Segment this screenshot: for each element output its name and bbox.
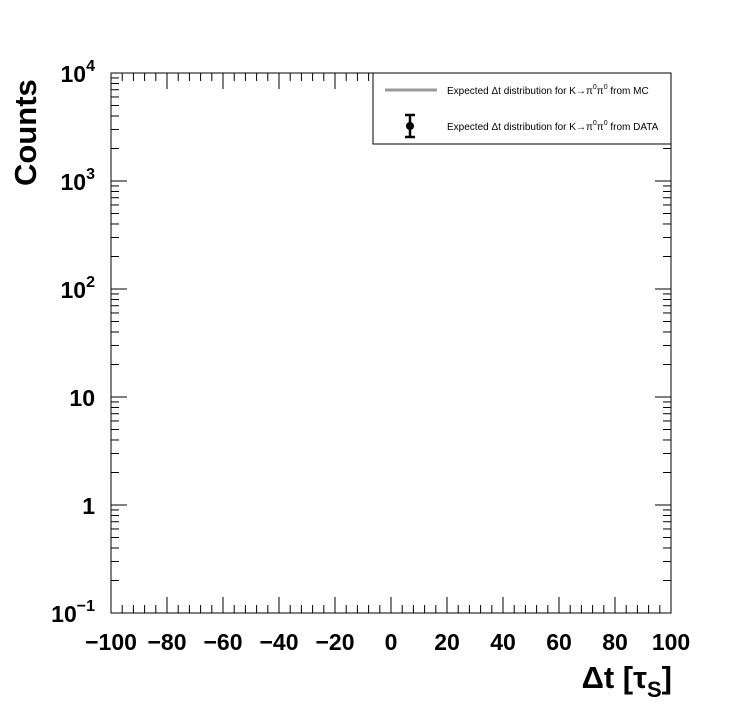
- legend-mc-label: Expected Δt distribution for K→π0π0 from…: [447, 84, 649, 97]
- x-axis-title: Δt [τS]: [582, 660, 672, 702]
- y-tick-label: 102: [61, 274, 96, 303]
- y-tick-labels: 10−1 1 10 102 103 104: [51, 58, 95, 627]
- y-tick-label: 10−1: [51, 598, 95, 627]
- x-tick-label: 100: [652, 629, 690, 655]
- x-tick-label: −100: [85, 629, 137, 655]
- y-axis-title: Counts: [8, 79, 43, 186]
- x-tick-label: 0: [385, 629, 398, 655]
- major-ticks: [110, 72, 672, 614]
- y-tick-label: 103: [61, 166, 96, 195]
- legend-data-marker-swatch: [405, 113, 415, 139]
- minor-ticks: [111, 73, 671, 613]
- y-tick-label: 10: [69, 385, 95, 411]
- y-tick-label: 104: [61, 58, 96, 87]
- legend-box: [372, 72, 672, 145]
- x-tick-label: 40: [490, 629, 516, 655]
- x-tick-label: 60: [546, 629, 572, 655]
- x-tick-label: 20: [434, 629, 460, 655]
- x-tick-label: −20: [315, 629, 354, 655]
- legend-data-label: Expected Δt distribution for K→π0π0 from…: [447, 120, 659, 133]
- x-tick-label: −60: [203, 629, 242, 655]
- x-tick-label: −40: [259, 629, 298, 655]
- y-tick-label: 1: [82, 493, 95, 519]
- legend: Expected Δt distribution for K→π0π0 from…: [372, 72, 672, 145]
- x-tick-labels: −100 −80 −60 −40 −20 0 20 40 60 80 100: [85, 629, 690, 655]
- plot-frame: [110, 72, 672, 614]
- x-tick-label: −80: [147, 629, 186, 655]
- x-tick-label: 80: [602, 629, 628, 655]
